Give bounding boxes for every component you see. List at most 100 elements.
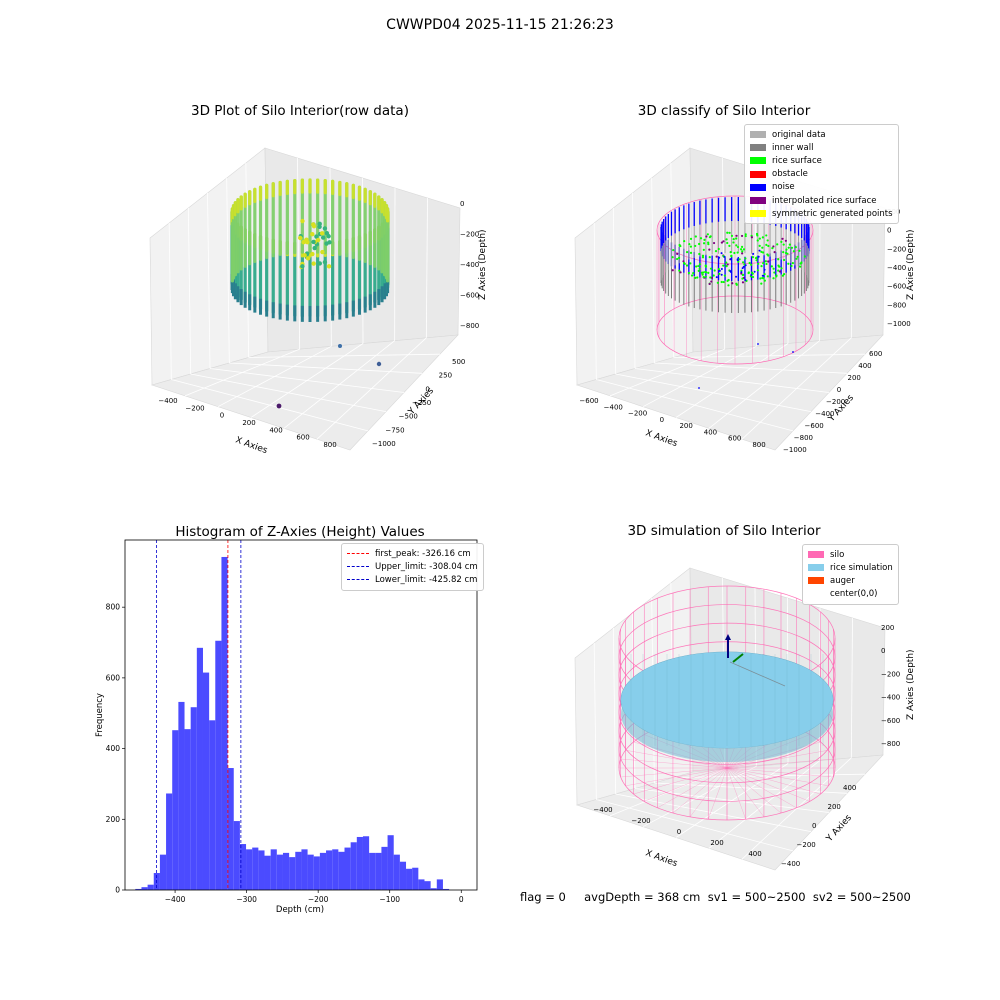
classify-z-label: Z Axies (Depth) bbox=[906, 229, 916, 300]
histogram-bar bbox=[270, 849, 277, 890]
legend-swatch bbox=[750, 170, 766, 178]
raw-y-tick: −500 bbox=[399, 413, 418, 421]
simulation-y-tick: 400 bbox=[843, 784, 856, 792]
classify-y-tick: 400 bbox=[858, 362, 871, 370]
legend-swatch bbox=[750, 183, 766, 191]
classify-z-tick: −800 bbox=[887, 301, 906, 309]
classify-y-tick: −800 bbox=[794, 434, 813, 442]
histogram-y-label: Frequency bbox=[95, 693, 105, 737]
histogram-bar bbox=[239, 844, 247, 890]
raw-axes-box bbox=[149, 147, 461, 451]
simulation-plot-title: 3D simulation of Silo Interior bbox=[627, 523, 821, 539]
raw-x-tick: −200 bbox=[185, 404, 204, 412]
x-tick-label: −400 bbox=[165, 895, 186, 904]
classify-z-tick: −200 bbox=[887, 245, 906, 253]
histogram-bar bbox=[147, 884, 154, 890]
classify-legend-item: inner wall bbox=[750, 141, 893, 154]
histogram-bar bbox=[258, 850, 265, 890]
classify-y-tick: 600 bbox=[869, 350, 882, 358]
classify-x-tick: 600 bbox=[728, 435, 741, 443]
histogram-bar bbox=[276, 854, 283, 890]
legend-line bbox=[347, 566, 369, 568]
simulation-z-tick: −400 bbox=[881, 694, 900, 702]
classify-z-tick: 0 bbox=[887, 227, 891, 235]
raw-x-tick: 200 bbox=[242, 419, 255, 427]
legend-swatch bbox=[750, 157, 766, 165]
classify-y-tick: 200 bbox=[848, 374, 861, 382]
simulation-z-tick: 200 bbox=[881, 624, 894, 632]
x-tick-label: −300 bbox=[236, 895, 257, 904]
legend-label: interpolated rice surface bbox=[772, 195, 877, 206]
legend-label: Lower_limit: -425.82 cm bbox=[375, 574, 478, 585]
histogram-bar bbox=[399, 861, 407, 890]
raw-z-tick: −600 bbox=[460, 292, 479, 300]
raw-y-tick: 0 bbox=[425, 385, 429, 393]
histogram-reference-lines bbox=[156, 540, 242, 890]
raw-x-tick: −400 bbox=[158, 397, 177, 405]
classify-z-tick: −1000 bbox=[887, 320, 911, 328]
legend-swatch bbox=[808, 590, 824, 598]
raw-y-tick: −750 bbox=[385, 426, 404, 434]
histogram-legend: first_peak: -326.16 cm Upper_limit: -308.… bbox=[341, 543, 484, 591]
histogram-bar bbox=[393, 854, 400, 890]
histogram-bar bbox=[246, 849, 253, 890]
histogram-bar bbox=[202, 672, 210, 890]
classify-x-tick: −200 bbox=[628, 410, 647, 418]
classify-legend-item: original data bbox=[750, 128, 893, 141]
histogram-bar bbox=[381, 846, 388, 890]
simulation-y-tick: 200 bbox=[828, 803, 841, 811]
classify-z-tick: −400 bbox=[887, 264, 906, 272]
legend-label: original data bbox=[772, 129, 826, 140]
raw-z-tick: 0 bbox=[460, 200, 464, 208]
histogram-bar bbox=[215, 640, 222, 890]
histogram-x-label: Depth (cm) bbox=[276, 905, 324, 915]
histogram-bar bbox=[338, 851, 345, 890]
simulation-x-tick: 200 bbox=[710, 839, 723, 847]
classify-tick-labels: −600−400−20002004006008006004002000−200−… bbox=[579, 208, 910, 454]
simulation-y-label: Y Axies bbox=[824, 813, 854, 845]
histogram-bar bbox=[406, 868, 413, 890]
simulation-legend-item: rice simulation bbox=[808, 561, 893, 574]
legend-label: rice simulation bbox=[830, 562, 893, 573]
classify-legend-item: interpolated rice surface bbox=[750, 194, 893, 207]
simulation-3d-plot: −400 −200 0 200 400 400 200 0 −200 −400 200 0 −200 −4… bbox=[574, 567, 916, 871]
simulation-legend-item: center(0,0) bbox=[808, 588, 893, 601]
histogram-bar bbox=[141, 887, 148, 890]
simulation-x-label: X Axies bbox=[644, 848, 679, 869]
legend-label: Upper_limit: -308.04 cm bbox=[375, 561, 478, 572]
simulation-y-tick: −400 bbox=[781, 860, 800, 868]
histogram-bar bbox=[184, 729, 191, 890]
histogram-bar bbox=[442, 888, 450, 890]
classify-plot-title: 3D classify of Silo Interior bbox=[637, 103, 811, 119]
histogram-bar bbox=[412, 867, 419, 890]
histogram-legend-item: Upper_limit: -308.04 cm bbox=[347, 560, 478, 573]
histogram-bar bbox=[178, 701, 185, 890]
histogram-bar bbox=[424, 881, 431, 890]
histogram-bar bbox=[209, 720, 216, 890]
histogram-bar bbox=[313, 856, 320, 890]
classify-x-tick: 0 bbox=[660, 416, 664, 424]
histogram-bar bbox=[252, 847, 259, 890]
simulation-y-tick: 0 bbox=[812, 822, 816, 830]
simulation-tick-labels: −400 −200 0 200 400 400 200 0 −200 −400 200 0 −200 −4… bbox=[593, 624, 900, 868]
raw-x-tick: 400 bbox=[269, 426, 282, 434]
auger-axis-x bbox=[732, 653, 744, 663]
simulation-x-tick: −200 bbox=[631, 817, 650, 825]
legend-swatch bbox=[808, 551, 824, 559]
raw-y-tick: −250 bbox=[412, 399, 431, 407]
classify-legend-item: noise bbox=[750, 181, 893, 194]
simulation-x-tick: 0 bbox=[677, 828, 681, 836]
classify-x-tick: −600 bbox=[579, 397, 598, 405]
simulation-z-label: Z Axies (Depth) bbox=[906, 649, 916, 720]
histogram-bar bbox=[430, 888, 437, 890]
histogram-bar bbox=[387, 835, 394, 890]
histogram-bar bbox=[221, 556, 228, 890]
raw-z-tick: −400 bbox=[460, 261, 479, 269]
histogram-chart: Histogram of Z-Axies (Height) Values −40… bbox=[95, 524, 478, 915]
legend-swatch bbox=[750, 144, 766, 152]
classify-x-tick: 200 bbox=[679, 422, 692, 430]
simulation-z-tick: −200 bbox=[881, 670, 900, 678]
legend-label: auger bbox=[830, 575, 855, 586]
simulation-legend-item: silo bbox=[808, 548, 893, 561]
histogram-bar bbox=[344, 847, 351, 890]
